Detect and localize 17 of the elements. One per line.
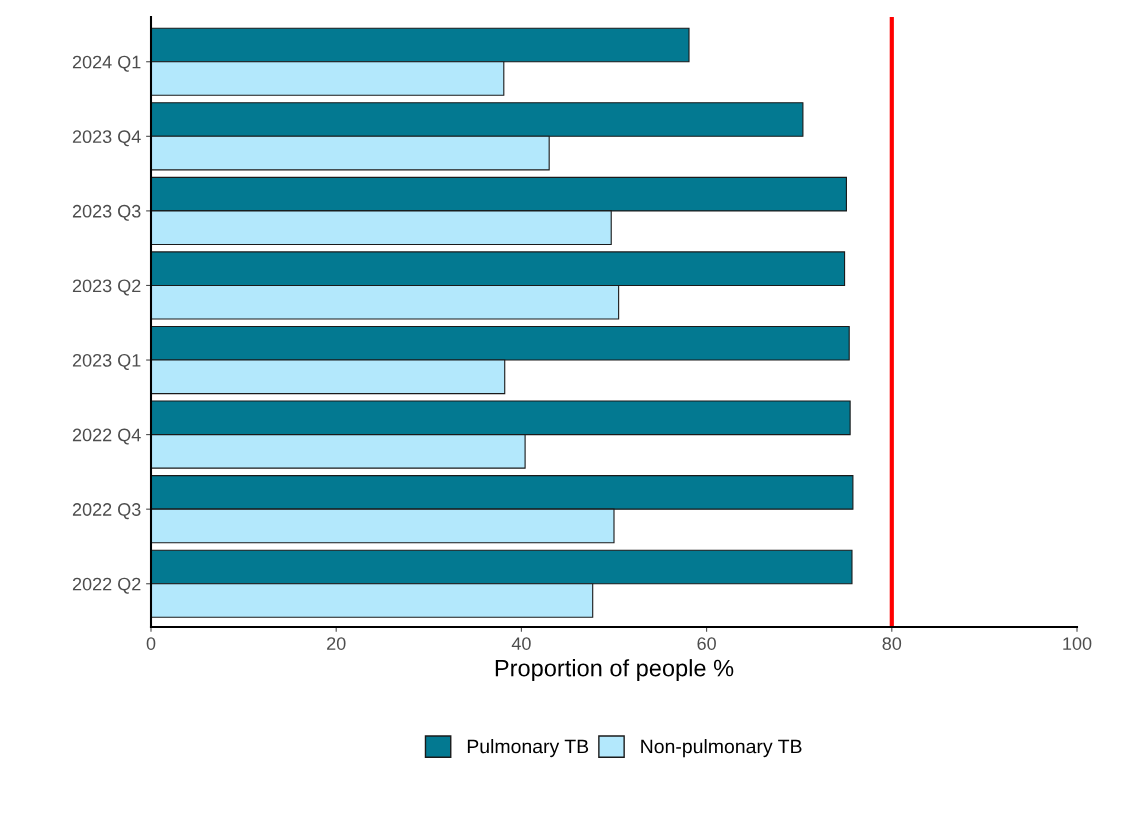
x-tick-label: 80 — [882, 637, 902, 650]
y-tick-label: 2022 Q4 — [72, 428, 141, 445]
y-tick-label: 2023 Q4 — [72, 130, 141, 147]
x-tick-label: 40 — [511, 637, 531, 650]
legend-label: Pulmonary TB — [467, 739, 589, 758]
x-axis-title: Proportion of people % — [495, 659, 734, 682]
y-tick-label: 2022 Q3 — [72, 503, 141, 520]
x-tick-label: 100 — [1063, 637, 1092, 650]
y-tick-label: 2023 Q1 — [72, 353, 141, 370]
y-tick-label: 2023 Q3 — [72, 204, 141, 221]
x-tick-label: 0 — [146, 637, 156, 650]
y-tick-label: 2023 Q2 — [72, 279, 141, 296]
x-tick-label: 60 — [697, 637, 716, 650]
y-tick-label: 2022 Q2 — [72, 577, 141, 594]
legend-label: Non-pulmonary TB — [641, 739, 802, 758]
x-tick-label: 20 — [327, 637, 346, 650]
y-tick-label: 2024 Q1 — [72, 55, 141, 72]
